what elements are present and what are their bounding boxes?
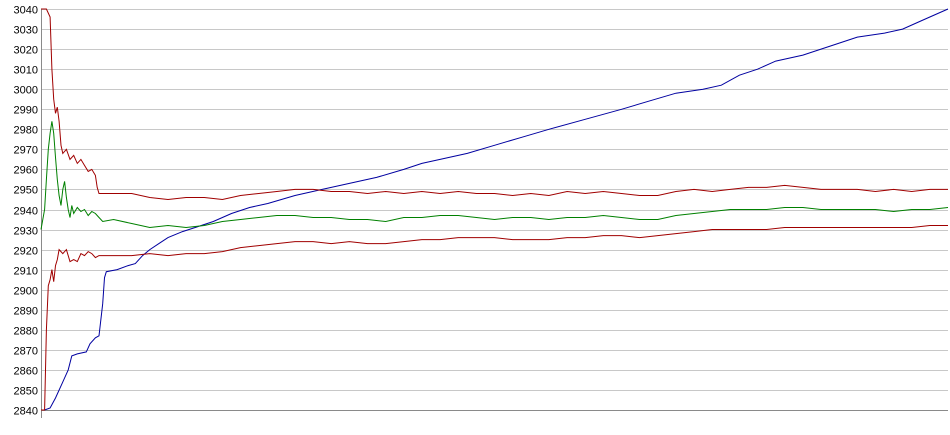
y-tick-label: 2930 (14, 226, 38, 238)
grid-lines (41, 9, 948, 411)
series-line-4 (41, 225, 948, 411)
y-tick-label: 3040 (14, 5, 38, 17)
series-line-2 (41, 8, 948, 201)
y-tick-label: 2890 (14, 306, 38, 318)
y-tick-label: 2970 (14, 145, 38, 157)
y-tick-label: 2900 (14, 286, 38, 298)
y-tick-label: 2940 (14, 206, 38, 218)
y-tick-label: 2850 (14, 386, 38, 398)
series-lines (40, 8, 949, 411)
y-tick-label: 2910 (14, 266, 38, 278)
y-tick-label: 3000 (14, 85, 38, 97)
y-tick-label: 3030 (14, 25, 38, 37)
y-tick-label: 3010 (14, 65, 38, 77)
y-tick-label: 2840 (14, 406, 38, 418)
y-tick-label: 3020 (14, 45, 38, 57)
series-line-3 (40, 121, 949, 230)
y-tick-label: 2920 (14, 246, 38, 258)
y-tick-label: 2990 (14, 105, 38, 117)
y-tick-label: 2880 (14, 326, 38, 338)
y-tick-label: 2870 (14, 346, 38, 358)
series-line-1 (41, 8, 949, 411)
y-tick-label: 2950 (14, 185, 38, 197)
y-tick-label: 2860 (14, 366, 38, 378)
axes (41, 9, 948, 418)
y-axis-tick-labels: 3040 3030 3020 3010 3000 2990 2980 2970 2960 2950… (14, 5, 38, 418)
y-tick-label: 2980 (14, 125, 38, 137)
y-tick-label: 2960 (14, 165, 38, 177)
